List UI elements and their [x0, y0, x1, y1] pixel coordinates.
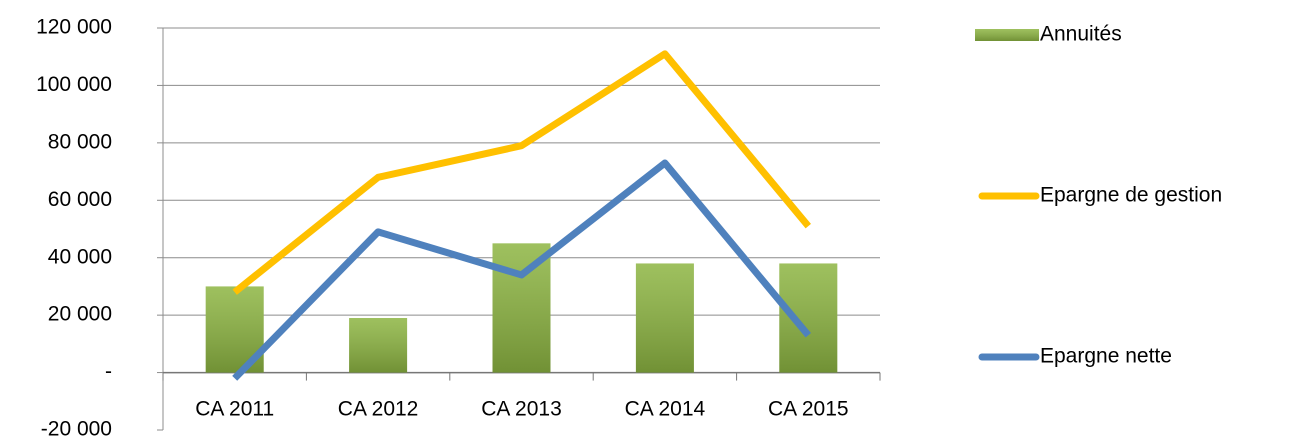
- x-tick-label: CA 2011: [195, 398, 274, 421]
- bar-shade: [349, 318, 408, 373]
- line: [232, 159, 811, 381]
- x-tick-label: CA 2012: [338, 398, 419, 421]
- bar-shade: [635, 263, 694, 373]
- y-tick-label: 100 000: [36, 73, 112, 96]
- legend-label: Epargne de gestion: [1040, 184, 1222, 207]
- y-tick-label: -20 000: [41, 418, 112, 438]
- y-tick-label: 20 000: [48, 303, 112, 326]
- y-tick-label: 80 000: [48, 130, 112, 153]
- y-tick-label: -: [105, 360, 112, 383]
- x-tick-label: CA 2015: [768, 398, 849, 421]
- x-tick-label: CA 2013: [481, 398, 562, 421]
- line: [232, 50, 811, 295]
- x-tick-label: CA 2014: [625, 398, 706, 421]
- y-tick-label: 120 000: [36, 16, 112, 39]
- bar-shade: [492, 243, 551, 373]
- legend-label: Annuités: [1040, 23, 1122, 46]
- y-tick-label: 40 000: [48, 245, 112, 268]
- legend-swatch-shade: [975, 29, 1039, 41]
- legend-label: Epargne nette: [1040, 345, 1172, 368]
- y-tick-label: 60 000: [48, 188, 112, 211]
- bar-shade: [779, 263, 838, 373]
